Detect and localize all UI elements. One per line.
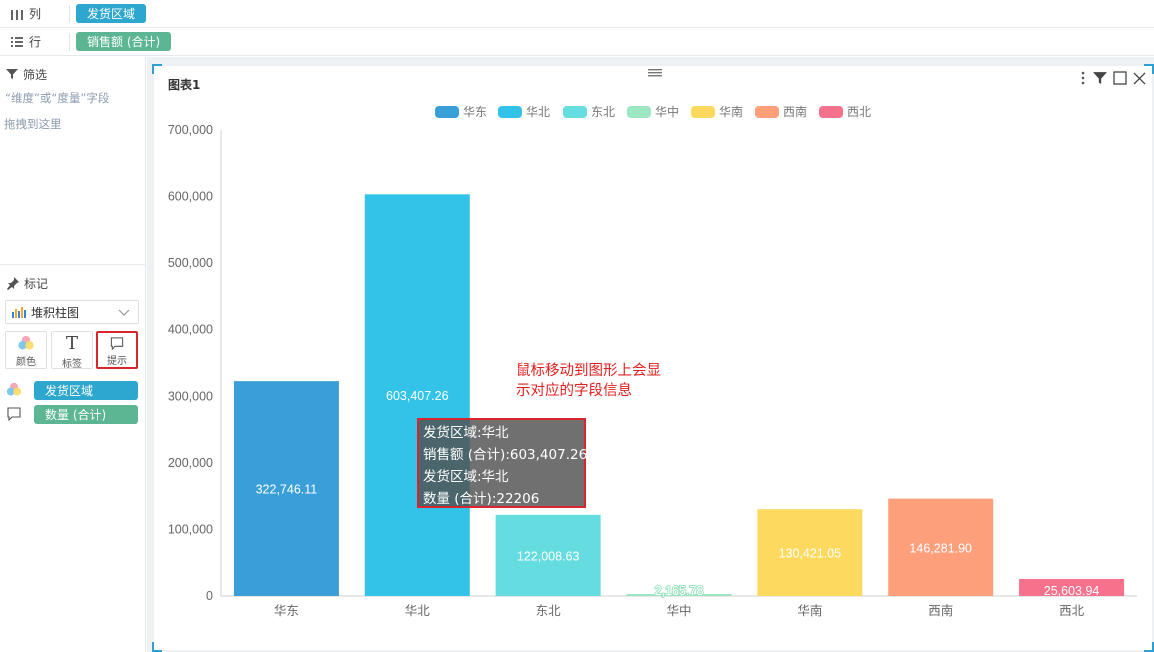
legend-swatch[interactable] bbox=[755, 106, 779, 118]
marks-title: 标记 bbox=[24, 276, 49, 291]
maximize-icon[interactable] bbox=[1113, 71, 1127, 85]
chart-type-select[interactable]: 堆积柱图 bbox=[5, 300, 139, 324]
bar-东北[interactable] bbox=[495, 514, 601, 596]
label-mark-label: 标签 bbox=[62, 359, 82, 370]
color-mark-button[interactable]: 颜色 bbox=[5, 331, 47, 369]
rows-icon bbox=[11, 36, 23, 47]
tooltip-encoding-pill[interactable]: 数量 (合计) bbox=[34, 404, 138, 424]
color-mark-label: 颜色 bbox=[16, 357, 36, 368]
tooltip-mark-label: 提示 bbox=[107, 356, 127, 367]
annotation-line-1: 鼠标移动到图形上会显 bbox=[516, 363, 661, 379]
chart-tooltip: 发货区域:华北 销售额 (合计):603,407.26 发货区域:华北 数量 (… bbox=[417, 418, 588, 508]
chevron-down-icon bbox=[118, 309, 130, 316]
legend-swatch[interactable] bbox=[627, 106, 651, 118]
card-toolbar bbox=[1079, 71, 1146, 85]
columns-field-pill[interactable]: 发货区域 bbox=[76, 4, 147, 23]
filter-drop-hint-1: “维度”或“度量”字段 bbox=[5, 91, 110, 105]
color-encoding-pill[interactable]: 发货区域 bbox=[34, 380, 138, 400]
pin-icon bbox=[7, 276, 19, 290]
speech-bubble-icon bbox=[110, 337, 124, 351]
label-mark-button[interactable]: T 标签 bbox=[51, 331, 93, 370]
filter-header: 筛选 bbox=[6, 64, 145, 84]
legend-swatch[interactable] bbox=[435, 106, 459, 118]
shelf-divider bbox=[69, 4, 70, 23]
columns-icon bbox=[11, 9, 23, 20]
more-options-icon[interactable] bbox=[1079, 71, 1087, 85]
filter-icon bbox=[6, 69, 18, 79]
bar-华中[interactable] bbox=[626, 594, 732, 596]
columns-shelf-label: 列 bbox=[29, 7, 42, 21]
rows-field-pill[interactable]: 销售额 (合计) bbox=[76, 32, 172, 51]
tooltip-line-3: 发货区域:华北 bbox=[423, 469, 509, 485]
tooltip-line-4: 数量 (合计):22206 bbox=[423, 491, 540, 507]
marks-header: 标记 bbox=[6, 273, 48, 293]
annotation-text: 鼠标移动到图形上会显 示对应的字段信息 bbox=[516, 361, 661, 401]
columns-shelf: 列 发货区域 bbox=[0, 0, 1154, 28]
rows-shelf: 行 销售额 (合计) bbox=[0, 28, 1154, 56]
left-panel: 筛选 “维度”或“度量”字段 拖拽到这里 标记 堆积柱图 颜色 T 标签 提示 bbox=[0, 57, 146, 652]
legend-swatch[interactable] bbox=[563, 106, 587, 118]
color-encoding-row: 发货区域 bbox=[6, 380, 140, 400]
close-icon[interactable] bbox=[1133, 72, 1146, 85]
chart-title: 图表1 bbox=[168, 78, 201, 92]
tooltip-mark-button[interactable]: 提示 bbox=[96, 331, 138, 369]
color-palette-icon bbox=[18, 335, 34, 350]
resize-handle[interactable] bbox=[152, 64, 162, 74]
bar-西南[interactable] bbox=[888, 498, 994, 596]
panel-divider bbox=[0, 264, 146, 265]
text-t-icon: T bbox=[65, 333, 78, 354]
chart-type-value: 堆积柱图 bbox=[31, 305, 80, 320]
rows-shelf-label: 行 bbox=[29, 35, 42, 49]
tooltip-line-2: 销售额 (合计):603,407.26 bbox=[423, 447, 588, 463]
resize-handle[interactable] bbox=[1144, 642, 1154, 652]
legend-swatch[interactable] bbox=[819, 106, 843, 118]
legend-swatch[interactable] bbox=[691, 106, 715, 118]
filter-title: 筛选 bbox=[23, 67, 48, 82]
resize-handle[interactable] bbox=[152, 642, 162, 652]
shelf-divider bbox=[69, 32, 70, 51]
bar-华北[interactable] bbox=[364, 194, 470, 596]
tooltip-encoding-row: 数量 (合计) bbox=[6, 404, 140, 424]
stacked-bar-chart-icon bbox=[12, 307, 26, 318]
bar-西北[interactable] bbox=[1019, 578, 1125, 596]
annotation-line-2: 示对应的字段信息 bbox=[516, 383, 632, 399]
drag-handle-icon[interactable] bbox=[648, 67, 662, 77]
tooltip-encoding-icon bbox=[7, 407, 21, 422]
resize-handle[interactable] bbox=[1144, 64, 1154, 74]
tooltip-line-1: 发货区域:华北 bbox=[423, 425, 509, 441]
filter-icon[interactable] bbox=[1093, 71, 1107, 85]
bar-华东[interactable] bbox=[233, 381, 339, 596]
color-encoding-icon bbox=[6, 382, 22, 396]
legend-swatch[interactable] bbox=[498, 106, 522, 118]
filter-drop-hint-2: 拖拽到这里 bbox=[4, 117, 62, 131]
bar-华南[interactable] bbox=[757, 509, 863, 596]
